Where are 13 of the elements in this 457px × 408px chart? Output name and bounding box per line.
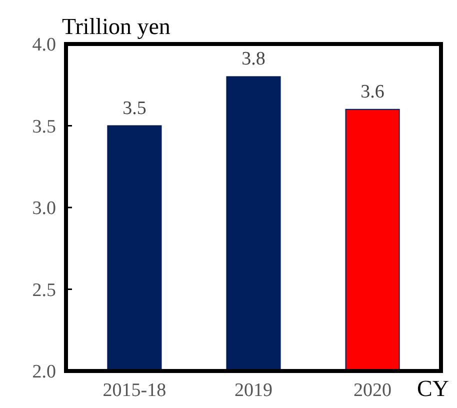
x-tick-label: 2015-18 — [102, 380, 166, 401]
data-label: 3.6 — [360, 81, 384, 102]
x-tick-label: 2020 — [354, 380, 392, 401]
data-label: 3.5 — [122, 98, 146, 119]
y-axis-title: Trillion yen — [62, 14, 171, 39]
y-tick-label: 3.5 — [32, 116, 56, 138]
y-tick-label: 3.0 — [32, 198, 56, 220]
data-label: 3.8 — [242, 48, 266, 70]
y-tick-label: 2.0 — [32, 362, 56, 383]
y-tick-label: 2.5 — [32, 280, 56, 301]
x-tick-label: 2019 — [234, 380, 272, 401]
y-tick-label: 4.0 — [32, 34, 56, 56]
x-axis-title: CY — [417, 376, 450, 401]
